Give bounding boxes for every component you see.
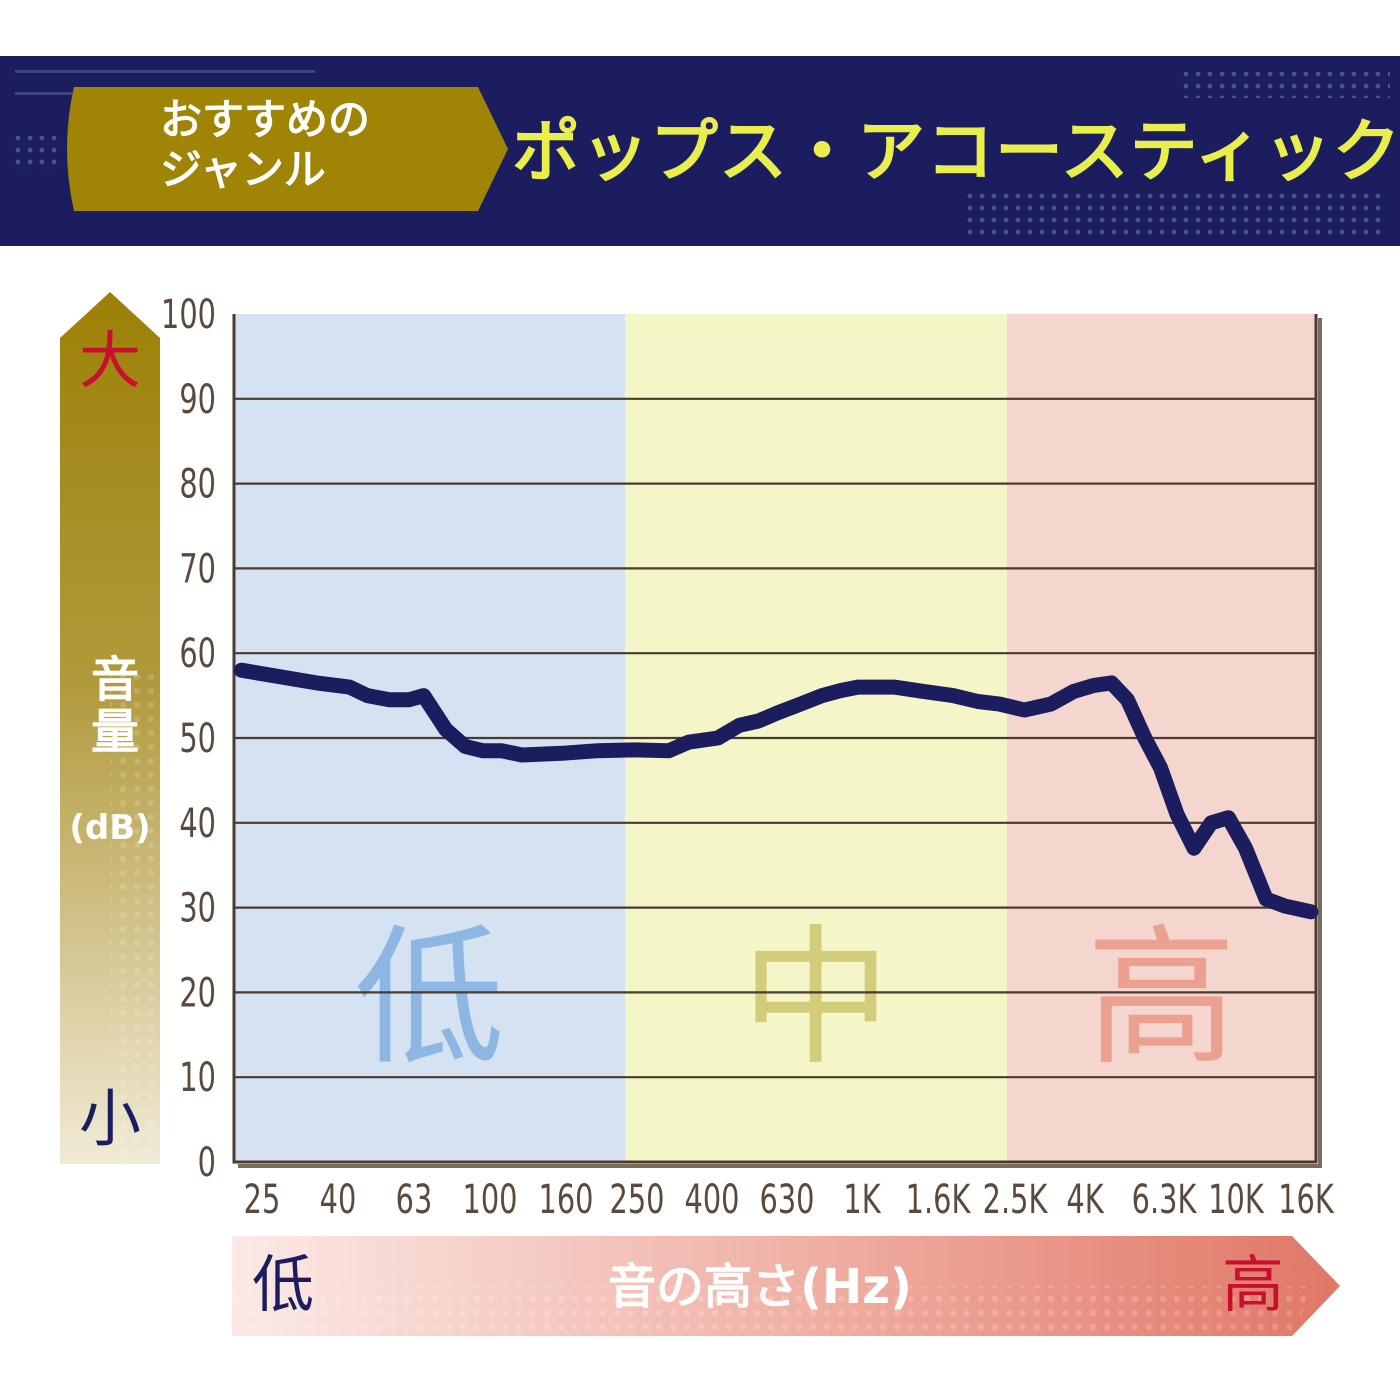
y-axis-title: 音量 (60, 650, 160, 762)
x-tick-label: 4K (1066, 1177, 1104, 1223)
x-tick-label: 1K (843, 1177, 881, 1223)
zone-label: 低 (354, 912, 504, 1086)
x-tick-label: 1.6K (906, 1177, 972, 1223)
pitch-low-label: 低 (251, 1248, 314, 1321)
y-tick-label: 10 (179, 1056, 216, 1102)
y-tick-label: 100 (161, 292, 216, 338)
x-axis-title: 音の高さ(Hz) (608, 1259, 912, 1315)
y-tick-labels: 0 10 20 30 40 50 60 70 80 90 100 (161, 292, 216, 1186)
pitch-high-label: 高 (1221, 1248, 1284, 1321)
header-dot-pattern (964, 190, 1384, 236)
y-tick-label: 90 (179, 377, 216, 423)
volume-high-label: 大 (78, 324, 141, 397)
x-tick-label: 10K (1208, 1177, 1264, 1223)
genre-badge (67, 87, 508, 211)
plot-frame-shadow (238, 318, 1322, 1168)
x-tick-label: 25 (244, 1177, 281, 1223)
zone-label: 中 (741, 912, 891, 1086)
zone-label: 高 (1086, 912, 1236, 1086)
x-tick-labels: 25 40 63 100 160 250 400 630 1K 1.6K 2.5K 4K 6.3K 10K… (244, 1177, 1335, 1223)
x-tick-label: 63 (396, 1177, 433, 1223)
y-tick-label: 50 (179, 716, 216, 762)
x-tick-label: 6.3K (1132, 1177, 1198, 1223)
y-tick-label: 60 (179, 632, 216, 678)
x-tick-label: 400 (685, 1177, 740, 1223)
header-deco-line (15, 70, 315, 73)
y-tick-label: 30 (179, 886, 216, 932)
x-tick-label: 40 (320, 1177, 357, 1223)
y-tick-label: 70 (179, 547, 216, 593)
badge-text: おすすめの ジャンル (160, 95, 440, 195)
genre-title: ポップス・アコースティック (512, 113, 1400, 192)
grid (232, 314, 1322, 1168)
x-tick-label: 100 (463, 1177, 518, 1223)
y-axis-title-text: 音量 (82, 654, 138, 758)
badge-line-2: ジャンル (160, 145, 326, 194)
x-tick-label: 2.5K (983, 1177, 1049, 1223)
y-tick-label: 80 (179, 462, 216, 508)
series (233, 662, 1319, 920)
x-tick-label: 630 (760, 1177, 815, 1223)
y-axis-unit: (dB) (69, 808, 151, 848)
badge-line-1: おすすめの (160, 95, 371, 144)
y-tick-label: 40 (179, 801, 216, 847)
x-tick-label: 16K (1278, 1177, 1334, 1223)
x-tick-label: 250 (610, 1177, 665, 1223)
response-curve (233, 662, 1319, 920)
x-tick-label: 160 (539, 1177, 594, 1223)
volume-low-label: 小 (78, 1082, 141, 1155)
pitch-axis-arrow (232, 1236, 1340, 1336)
header-dot-pattern (1180, 68, 1390, 98)
plot-frame (232, 314, 1318, 1164)
header-dot-pattern (12, 132, 60, 172)
y-tick-label: 0 (198, 1140, 216, 1186)
y-tick-label: 20 (179, 971, 216, 1017)
volume-axis-arrow (60, 292, 160, 1164)
